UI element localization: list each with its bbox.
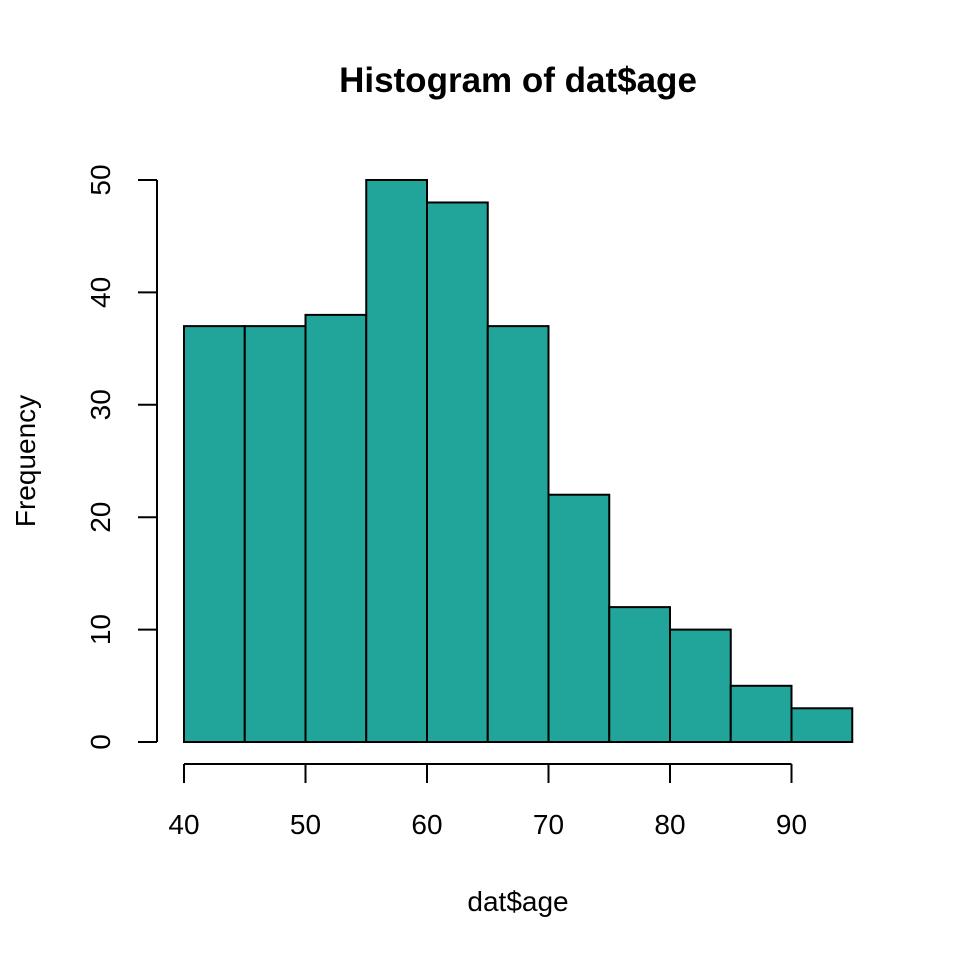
x-axis-label: dat$age <box>467 886 568 917</box>
x-tick-label: 90 <box>776 809 807 840</box>
chart-title: Histogram of dat$age <box>339 61 697 100</box>
y-tick-label: 50 <box>85 164 116 195</box>
y-axis: 0 10 20 30 40 50 <box>85 164 158 750</box>
histogram-bar <box>669 628 732 743</box>
histogram-bar <box>304 313 368 743</box>
histogram-bar <box>365 179 428 743</box>
x-tick-label: 40 <box>168 809 199 840</box>
histogram-bar <box>486 325 550 743</box>
histogram-bar <box>243 325 307 743</box>
x-tick-label: 60 <box>411 809 442 840</box>
x-tick-label: 70 <box>533 809 564 840</box>
x-tick-label: 50 <box>290 809 321 840</box>
histogram-bar <box>547 493 611 743</box>
histogram-bar <box>426 201 489 744</box>
histogram-bar <box>729 684 793 743</box>
y-tick-label: 40 <box>85 277 116 308</box>
x-axis: 40 50 60 70 80 90 <box>168 763 807 840</box>
histogram-bar <box>183 325 246 743</box>
y-axis-label: Frequency <box>10 395 41 527</box>
bars-group <box>183 179 854 744</box>
histogram-bar <box>608 606 671 743</box>
y-tick-label: 10 <box>85 614 116 645</box>
histogram-bar <box>790 707 854 744</box>
x-tick-label: 80 <box>654 809 685 840</box>
y-tick-label: 0 <box>85 734 116 750</box>
y-tick-label: 20 <box>85 502 116 533</box>
y-tick-label: 30 <box>85 389 116 420</box>
